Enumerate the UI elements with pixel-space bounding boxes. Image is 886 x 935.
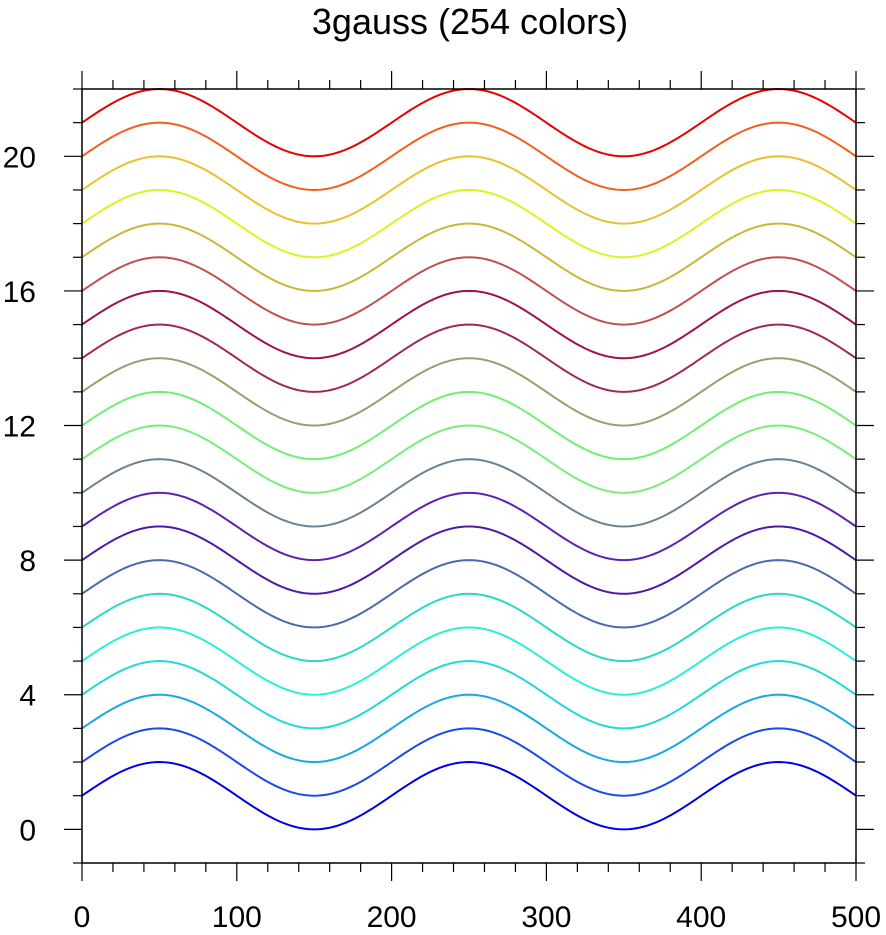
x-tick-label: 100: [212, 901, 262, 934]
x-tick-label: 300: [521, 901, 571, 934]
series-line-14: [81, 289, 857, 360]
x-tick-label: 200: [367, 901, 417, 934]
y-tick-label: 0: [19, 814, 36, 847]
series-line-1: [81, 727, 857, 797]
series-line-8: [81, 491, 857, 562]
series-line-10: [81, 424, 857, 494]
label-layer: 0 100 200 300 400 500 0 4 8 12 16 20: [3, 141, 881, 934]
series-line-7: [81, 525, 857, 595]
tick-layer: [64, 71, 874, 881]
series-line-5: [81, 592, 857, 663]
series-line-6: [81, 559, 857, 629]
series-line-13: [81, 323, 857, 393]
series-layer: [81, 87, 857, 831]
series-line-17: [81, 188, 857, 259]
series-line-18: [81, 155, 857, 225]
series-line-19: [81, 121, 857, 191]
x-tick-label: 500: [831, 901, 881, 934]
chart-title: 3gauss (254 colors): [312, 1, 628, 42]
y-tick-label: 12: [3, 411, 36, 444]
plot-frame: [81, 88, 857, 864]
series-line-9: [81, 458, 857, 528]
y-tick-label: 8: [19, 545, 36, 578]
series-line-12: [81, 357, 857, 427]
series-line-4: [81, 626, 857, 696]
series-line-3: [81, 660, 857, 730]
y-tick-label: 16: [3, 276, 36, 309]
series-line-11: [81, 390, 857, 461]
series-line-16: [81, 222, 857, 292]
series-line-0: [81, 761, 857, 831]
y-tick-label: 20: [3, 141, 36, 174]
y-tick-label: 4: [19, 680, 36, 713]
x-tick-label: 400: [676, 901, 726, 934]
series-line-2: [81, 693, 857, 764]
x-tick-label: 0: [74, 901, 91, 934]
series-line-15: [81, 256, 857, 326]
